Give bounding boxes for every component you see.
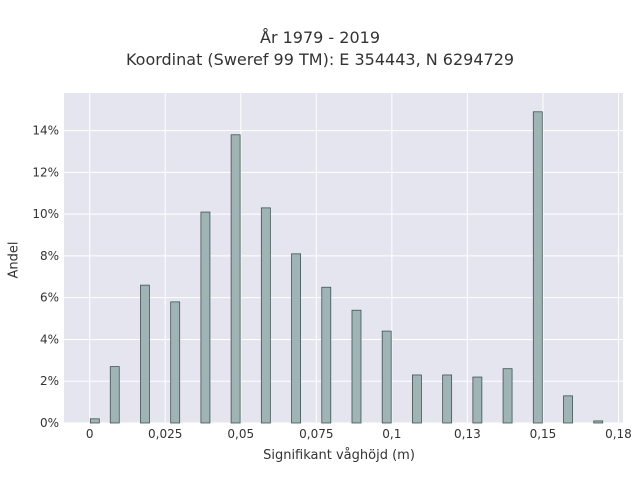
y-tick-label: 0% [40,416,59,430]
x-tick-label: 0 [86,427,94,441]
bar [200,211,211,424]
bar [442,374,453,424]
y-tick-label: 6% [40,291,59,305]
x-tick-label: 0,075 [299,427,333,441]
bar [230,134,241,424]
x-tick-label: 0,13 [454,427,481,441]
bar [140,284,150,424]
x-tick-label: 0,18 [605,427,632,441]
y-tick-label: 10% [32,207,59,221]
bar [109,366,120,424]
y-tick-label: 4% [40,332,59,346]
bar [563,395,573,424]
x-tick-label: 0,1 [382,427,401,441]
bar [593,420,604,424]
bar [260,207,271,424]
x-axis-label: Signifikant våghöjd (m) [263,448,415,463]
x-tick-label: 0,15 [530,427,557,441]
bar [532,111,543,424]
x-tick-label: 0,05 [227,427,254,441]
chart-subtitle: Koordinat (Sweref 99 TM): E 354443, N 62… [125,50,515,69]
y-tick-label: 12% [32,165,59,179]
bar [472,376,483,424]
chart-title: År 1979 - 2019 [260,28,380,47]
x-tick-label: 0,025 [148,427,182,441]
y-tick-label: 8% [40,249,59,263]
bar [89,418,100,424]
bar [412,374,422,424]
bar [291,253,301,424]
y-tick-label: 2% [40,374,59,388]
bar [321,286,332,424]
bar [170,301,181,424]
bar [381,330,392,424]
bar [351,309,362,424]
plot-background [64,93,623,423]
bar [502,368,513,424]
y-tick-label: 14% [32,124,59,138]
